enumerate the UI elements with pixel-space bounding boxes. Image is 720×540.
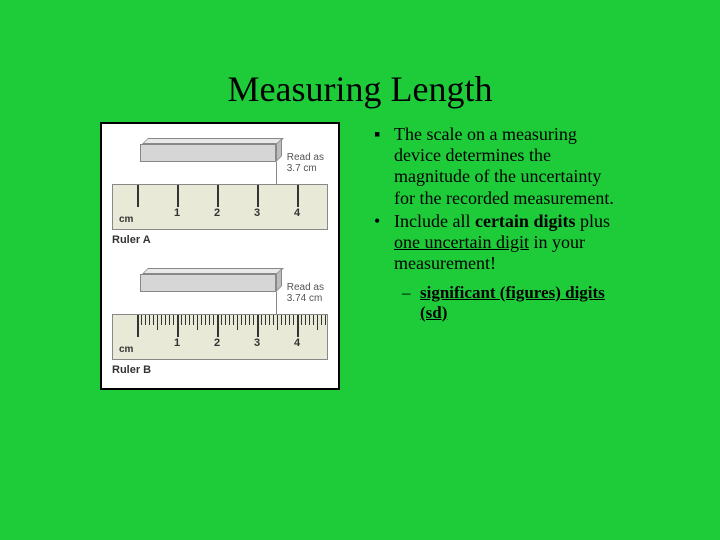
object-b-side <box>276 268 282 292</box>
readas-a-line2: 3.7 cm <box>287 163 317 174</box>
tick <box>273 315 274 325</box>
square-bullet-icon: ▪ <box>374 124 394 209</box>
tick <box>229 315 230 325</box>
tick <box>185 315 186 325</box>
tick <box>237 315 238 330</box>
tick <box>161 315 162 325</box>
tick <box>197 315 198 330</box>
tick <box>189 315 190 325</box>
tick-label: 1 <box>174 337 180 349</box>
tick <box>157 315 158 330</box>
bullet-1: ▪ The scale on a measuring device determ… <box>374 124 620 209</box>
ruler-b: cm 1 2 3 4 <box>112 314 328 360</box>
object-a-front <box>140 144 276 162</box>
tick <box>253 315 254 325</box>
tick-label: 4 <box>294 207 300 219</box>
tick-major <box>217 185 219 207</box>
ruler-b-unit: cm <box>119 344 133 355</box>
tick <box>313 315 314 325</box>
object-a-wrap: Read as 3.7 cm <box>112 134 328 182</box>
tick <box>205 315 206 325</box>
bullet-2: • Include all certain digits plus one un… <box>374 211 620 275</box>
tick <box>201 315 202 325</box>
tick <box>289 315 290 325</box>
tick <box>217 315 219 337</box>
tick <box>261 315 262 325</box>
tick <box>257 315 259 337</box>
tick <box>225 315 226 325</box>
readas-a-line1: Read as <box>287 152 324 163</box>
tick <box>141 315 142 325</box>
tick <box>317 315 318 330</box>
sub-bullet: – significant (figures) digits (sd) <box>374 283 620 323</box>
ruler-b-label: Ruler B <box>112 364 328 376</box>
text-column: ▪ The scale on a measuring device determ… <box>374 122 620 323</box>
tick <box>285 315 286 325</box>
tick-major <box>297 185 299 207</box>
tick-label: 2 <box>214 207 220 219</box>
tick <box>305 315 306 325</box>
bullet-2-text: Include all certain digits plus one unce… <box>394 211 620 275</box>
object-b-front <box>140 274 276 292</box>
tick <box>213 315 214 325</box>
pointer-b <box>276 292 277 315</box>
tick <box>149 315 150 325</box>
b2-mid: plus <box>575 211 610 231</box>
readas-b: Read as 3.74 cm <box>287 282 324 304</box>
tick <box>169 315 170 325</box>
sub-bullet-text: significant (figures) digits (sd) <box>420 283 620 323</box>
tick <box>209 315 210 325</box>
tick <box>293 315 294 325</box>
b2-pre: Include all <box>394 211 475 231</box>
b2-bold1: certain digits <box>475 211 576 231</box>
tick <box>245 315 246 325</box>
tick <box>249 315 250 325</box>
tick-major <box>257 185 259 207</box>
tick <box>281 315 282 325</box>
tick <box>193 315 194 325</box>
ruler-a: cm 1 2 3 4 <box>112 184 328 230</box>
object-a-side <box>276 138 282 162</box>
tick <box>165 315 166 325</box>
tick <box>265 315 266 325</box>
round-bullet-icon: • <box>374 211 394 275</box>
tick <box>241 315 242 325</box>
tick <box>181 315 182 325</box>
tick <box>173 315 174 325</box>
tick <box>153 315 154 325</box>
bullet-1-text: The scale on a measuring device determin… <box>394 124 620 209</box>
tick <box>137 315 139 337</box>
ruler-a-label: Ruler A <box>112 234 328 246</box>
tick <box>321 315 322 325</box>
ruler-figure: Read as 3.7 cm cm 1 2 3 4 Ruler A Read as 3… <box>100 122 340 390</box>
readas-a: Read as 3.7 cm <box>287 152 324 174</box>
tick <box>233 315 234 325</box>
content-area: Read as 3.7 cm cm 1 2 3 4 Ruler A Read as 3… <box>0 122 720 390</box>
tick <box>145 315 146 325</box>
b2-underline: one uncertain digit <box>394 232 529 252</box>
dash-bullet-icon: – <box>402 283 420 323</box>
tick <box>277 315 278 330</box>
page-title: Measuring Length <box>0 0 720 122</box>
tick-label: 2 <box>214 337 220 349</box>
readas-b-line1: Read as <box>287 282 324 293</box>
ruler-a-unit: cm <box>119 214 133 225</box>
tick <box>297 315 299 337</box>
tick-label: 4 <box>294 337 300 349</box>
tick-label: 1 <box>174 207 180 219</box>
tick <box>301 315 302 325</box>
tick-major <box>177 185 179 207</box>
tick <box>221 315 222 325</box>
object-b-wrap: Read as 3.74 cm <box>112 264 328 312</box>
tick-label: 3 <box>254 207 260 219</box>
tick <box>309 315 310 325</box>
tick <box>325 315 326 325</box>
readas-b-line2: 3.74 cm <box>287 293 323 304</box>
tick-label: 3 <box>254 337 260 349</box>
pointer-a <box>276 162 277 185</box>
ruler-b-block: Read as 3.74 cm cm 1 2 3 4 Ruler B <box>112 264 328 376</box>
ruler-a-block: Read as 3.7 cm cm 1 2 3 4 Ruler A <box>112 134 328 246</box>
tick <box>269 315 270 325</box>
tick <box>177 315 179 337</box>
